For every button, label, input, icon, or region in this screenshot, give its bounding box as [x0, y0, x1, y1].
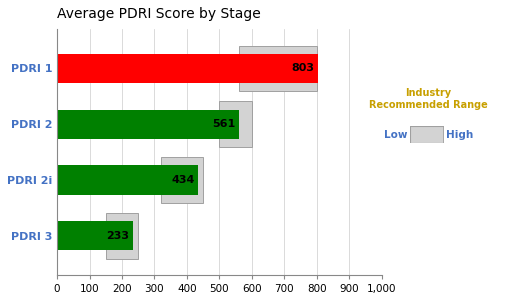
Text: 561: 561 — [212, 119, 236, 129]
Text: 233: 233 — [107, 231, 129, 241]
Bar — [57, 221, 133, 250]
Text: Industry
Recommended Range: Industry Recommended Range — [369, 88, 488, 110]
Bar — [239, 45, 317, 91]
Text: Low: Low — [384, 129, 407, 140]
Bar — [57, 110, 239, 139]
Bar — [161, 157, 203, 203]
Bar — [219, 101, 252, 147]
Bar — [106, 213, 138, 259]
Text: High: High — [446, 129, 474, 140]
Text: Average PDRI Score by Stage: Average PDRI Score by Stage — [57, 7, 261, 21]
Bar — [57, 166, 198, 194]
Bar — [57, 54, 317, 83]
Text: 434: 434 — [171, 175, 194, 185]
Text: 803: 803 — [292, 63, 314, 73]
